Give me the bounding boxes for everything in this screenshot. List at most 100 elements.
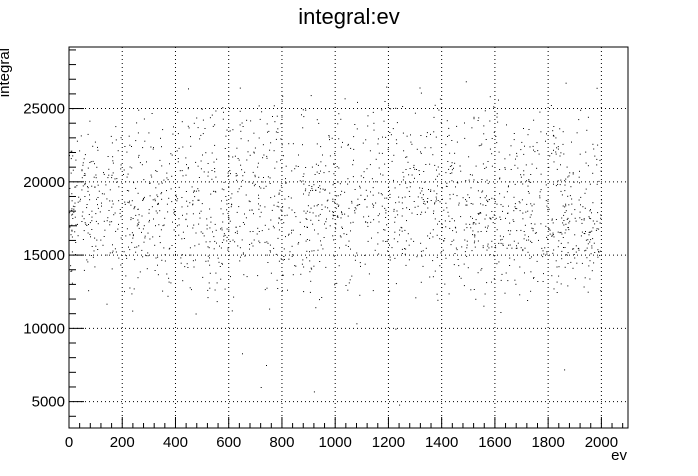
data-point — [282, 274, 284, 276]
data-point — [507, 230, 509, 232]
data-point — [365, 139, 367, 141]
data-point — [477, 272, 479, 274]
data-point — [515, 158, 516, 160]
data-point — [445, 257, 447, 259]
data-point — [332, 212, 334, 213]
data-point — [432, 154, 434, 156]
data-point — [586, 129, 588, 131]
data-point — [287, 289, 288, 291]
data-point — [269, 308, 271, 310]
data-point — [220, 228, 221, 230]
data-point — [168, 197, 170, 199]
data-point — [204, 128, 206, 129]
data-point — [531, 227, 533, 229]
data-point — [421, 190, 423, 192]
data-point — [467, 267, 469, 269]
data-point — [222, 118, 224, 120]
data-point — [496, 113, 498, 115]
data-point — [251, 242, 253, 244]
data-point — [327, 207, 329, 209]
data-point — [317, 204, 319, 205]
data-point — [450, 244, 452, 246]
data-point — [588, 231, 590, 233]
data-point — [223, 111, 224, 113]
data-point — [305, 167, 307, 168]
data-point — [540, 131, 542, 133]
data-point — [352, 221, 354, 223]
data-point — [408, 174, 410, 176]
data-point — [81, 177, 83, 179]
data-point — [401, 230, 403, 232]
data-point — [581, 222, 583, 224]
data-point — [158, 183, 160, 185]
data-point — [278, 222, 279, 224]
data-point — [233, 296, 235, 298]
data-point — [420, 135, 422, 136]
data-point — [132, 234, 134, 236]
data-point — [405, 156, 407, 158]
data-point — [87, 167, 89, 169]
data-point — [347, 183, 349, 185]
data-point — [571, 213, 573, 215]
data-point — [509, 244, 511, 246]
data-point — [136, 246, 138, 248]
data-point — [281, 290, 283, 292]
data-point — [513, 221, 515, 222]
data-point — [326, 200, 328, 202]
data-point — [528, 129, 530, 130]
data-point — [244, 171, 246, 173]
data-point — [175, 235, 177, 237]
data-point — [530, 223, 532, 225]
data-point — [528, 192, 530, 194]
data-point — [96, 239, 98, 241]
data-point — [207, 260, 209, 262]
data-point — [475, 298, 477, 300]
data-point — [496, 229, 498, 231]
data-point — [228, 186, 230, 188]
data-point — [70, 150, 72, 152]
data-point — [336, 203, 338, 205]
data-point — [263, 187, 265, 189]
data-point — [555, 219, 557, 220]
data-point — [94, 266, 96, 268]
data-point — [222, 213, 224, 215]
data-point — [214, 289, 216, 291]
data-point — [421, 187, 423, 189]
data-point — [237, 191, 239, 193]
data-point — [318, 173, 320, 174]
y-tick-label: 5000 — [32, 394, 65, 411]
data-point — [592, 220, 594, 222]
data-point — [319, 185, 321, 187]
data-point — [420, 151, 421, 153]
data-point — [496, 142, 498, 144]
data-point — [318, 215, 320, 217]
data-point — [565, 210, 567, 212]
data-point — [83, 269, 85, 271]
data-point — [272, 225, 274, 227]
data-point — [107, 217, 109, 219]
data-point — [483, 133, 485, 135]
data-point — [399, 184, 401, 186]
data-point — [369, 150, 371, 152]
data-point — [580, 235, 582, 237]
data-point — [247, 140, 249, 142]
data-point — [309, 239, 311, 241]
data-point — [71, 229, 73, 231]
data-point — [454, 162, 456, 164]
data-point — [447, 161, 449, 162]
data-point — [512, 219, 514, 221]
data-point — [277, 128, 279, 130]
data-point — [585, 188, 587, 190]
data-point — [69, 226, 71, 228]
data-point — [401, 248, 403, 250]
data-point — [220, 247, 222, 249]
data-point — [246, 159, 248, 161]
data-point — [559, 184, 561, 186]
data-point — [82, 164, 84, 166]
data-point — [168, 281, 170, 283]
data-point — [524, 224, 526, 226]
data-point — [434, 203, 435, 205]
data-point — [489, 217, 491, 219]
data-point — [571, 203, 573, 205]
data-point — [143, 225, 145, 227]
